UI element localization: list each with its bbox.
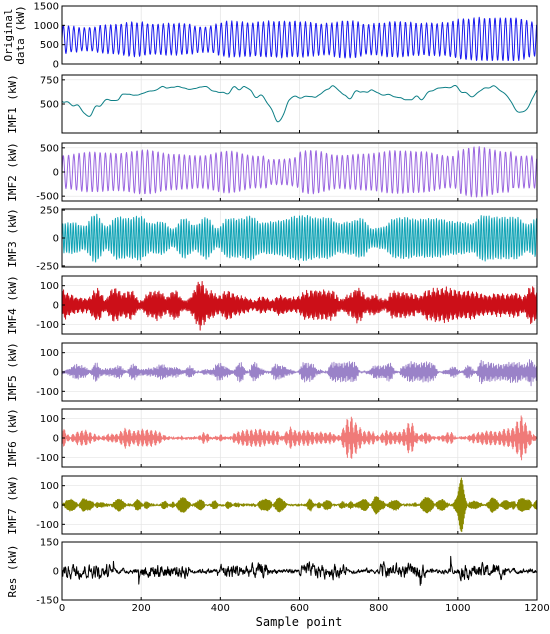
series-line-imf4: [61, 280, 538, 331]
y-tick-label: 500: [40, 143, 59, 154]
y-axis-label-imf5: IMF5 (kW): [6, 342, 19, 402]
y-tick-label: 0: [53, 434, 59, 445]
y-tick-label: 100: [40, 281, 59, 292]
x-tick-label: 600: [290, 603, 309, 614]
panel-imf3: -250 0 250 IMF3 (kW): [6, 206, 538, 272]
y-tick-label: 100: [40, 481, 59, 492]
y-tick-label: -150: [36, 596, 59, 607]
y-tick-label: 1500: [34, 2, 59, 13]
y-tick-label: 0: [53, 501, 59, 512]
y-axis-label-original: Originaldata (kW): [2, 5, 27, 65]
y-tick-label: 150: [40, 538, 59, 549]
series-line-imf7: [61, 477, 538, 533]
y-axis-label-imf4: IMF4 (kW): [6, 275, 19, 335]
y-tick-label: -100: [36, 387, 59, 398]
y-tick-label: 500: [40, 40, 59, 51]
y-axis-label-imf3: IMF3 (kW): [6, 208, 19, 268]
y-tick-label: -500: [36, 192, 59, 203]
y-tick-label: 100: [40, 414, 59, 425]
series-line-imf5: [61, 359, 538, 387]
panel-imf1: 500 750 IMF1 (kW): [6, 74, 538, 134]
x-tick-label: 800: [369, 603, 388, 614]
y-tick-label: -250: [36, 261, 59, 272]
y-tick-label: -100: [36, 520, 59, 531]
y-tick-label: -100: [36, 320, 59, 331]
y-tick-label: 250: [40, 206, 59, 217]
series-line-original: [61, 16, 538, 62]
panel-res: -150 0 150 Res (kW): [6, 538, 538, 607]
x-tick-label: 400: [211, 603, 230, 614]
panel-original: 0 500 1000 1500 Originaldata (kW): [2, 2, 538, 71]
y-axis-label-imf1: IMF1 (kW): [6, 74, 19, 134]
panel-imf6: -100 0 100 IMF6 (kW): [6, 408, 538, 468]
y-tick-label: -100: [36, 453, 59, 464]
panel-imf7: -100 0 100 IMF7 (kW): [6, 475, 538, 535]
y-tick-label: 0: [53, 567, 59, 578]
series-line-imf3: [61, 213, 538, 263]
panel-imf5: -100 0 100 IMF5 (kW): [6, 342, 538, 402]
series-line-imf2: [61, 146, 538, 198]
series-line-imf6: [61, 415, 538, 461]
series-line-imf1: [61, 84, 538, 123]
panel-imf2: -500 0 500 IMF2 (kW): [6, 142, 538, 203]
y-tick-label: 500: [40, 100, 59, 111]
y-tick-label: 0: [53, 301, 59, 312]
y-tick-label: 0: [53, 168, 59, 179]
x-tick-label: 1000: [445, 603, 470, 614]
y-axis-label-imf7: IMF7 (kW): [6, 475, 19, 535]
x-tick-label: 0: [59, 603, 65, 614]
y-tick-label: 750: [40, 75, 59, 86]
y-tick-label: 0: [53, 234, 59, 245]
x-tick-label: 200: [132, 603, 151, 614]
y-tick-label: 1000: [34, 21, 59, 32]
y-axis-label-imf6: IMF6 (kW): [6, 408, 19, 468]
y-tick-label: 100: [40, 348, 59, 359]
x-tick-label: 1200: [524, 603, 549, 614]
series-line-res: [61, 555, 538, 586]
y-tick-label: 0: [53, 368, 59, 379]
panel-imf4: -100 0 100 IMF4 (kW): [6, 275, 538, 335]
y-axis-label-imf2: IMF2 (kW): [6, 142, 19, 202]
y-tick-label: 0: [53, 60, 59, 71]
x-axis-label: Sample point: [256, 615, 343, 629]
y-axis-label-res: Res (kW): [6, 545, 19, 598]
